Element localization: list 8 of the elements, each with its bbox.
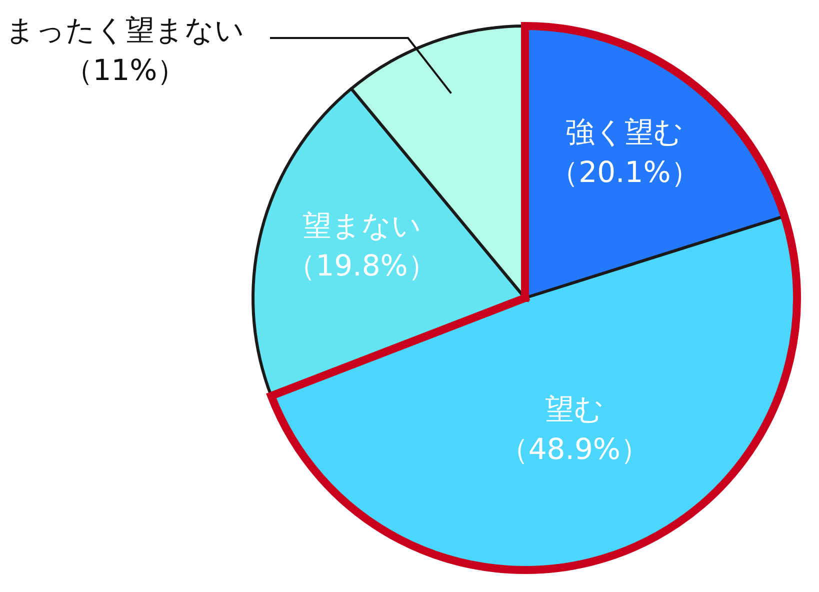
data-label: （20.1%） xyxy=(550,155,700,190)
slice-label: 望む xyxy=(544,392,604,426)
data-label: （19.8%） xyxy=(286,248,437,282)
slice-label: 強く望む xyxy=(566,115,684,150)
slice-label: まったく望まない xyxy=(6,13,244,47)
data-label: （11%） xyxy=(64,53,186,87)
slice-label: 望まない xyxy=(302,208,422,242)
data-label: （48.9%） xyxy=(499,432,650,466)
